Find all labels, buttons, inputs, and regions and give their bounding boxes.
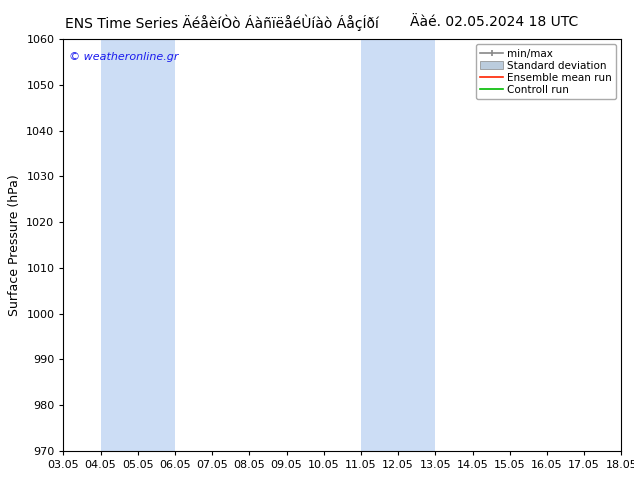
Y-axis label: Surface Pressure (hPa): Surface Pressure (hPa) (8, 174, 21, 316)
Text: Äàé. 02.05.2024 18 UTC: Äàé. 02.05.2024 18 UTC (410, 15, 579, 29)
Bar (101, 39, 175, 451)
Text: ENS Time Series ÄéåèíÒò ÁàñïëåéÙíàò ÁåçÍðí: ENS Time Series ÄéåèíÒò ÁàñïëåéÙíàò ÁåçÍ… (65, 15, 379, 31)
Bar (361, 39, 436, 451)
Bar (621, 39, 634, 451)
Text: © weatheronline.gr: © weatheronline.gr (69, 51, 179, 62)
Legend: min/max, Standard deviation, Ensemble mean run, Controll run: min/max, Standard deviation, Ensemble me… (476, 45, 616, 99)
